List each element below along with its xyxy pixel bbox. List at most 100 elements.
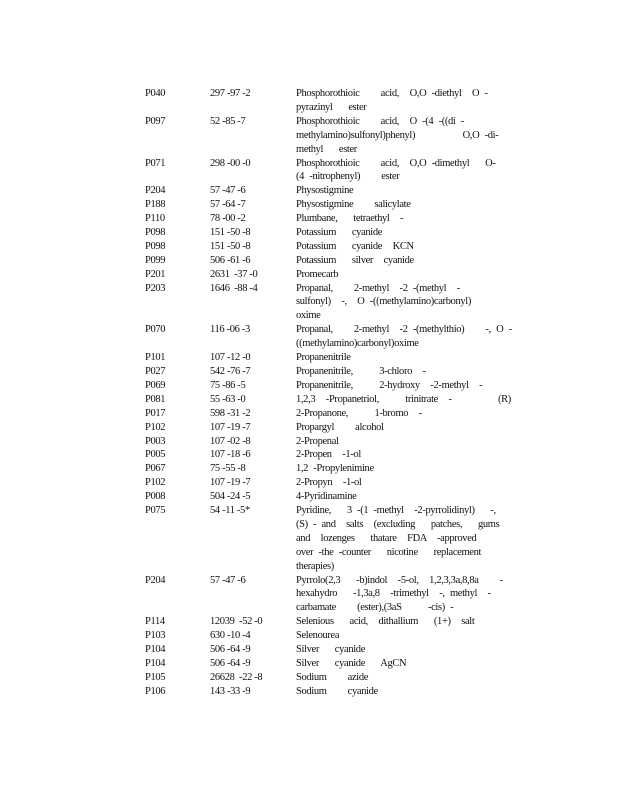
waste-code: P040: [145, 88, 166, 99]
substance-name-line: Propanenitrile, 2-hydroxy -2-methyl -: [296, 379, 483, 391]
waste-code: P069: [145, 379, 166, 391]
substance-name-line: Selenourea: [296, 630, 340, 642]
substance-name-line: 2-Propenal: [296, 435, 339, 447]
substance-name-line: Potassium silver cyanide: [296, 254, 414, 266]
substance-name: 2-Propen -1-ol: [296, 448, 496, 462]
substance-name-line: carbamate (ester),(3aS -cis) -: [296, 602, 454, 614]
waste-code: P099: [145, 254, 166, 266]
waste-code: P105: [145, 671, 166, 683]
cas-number: 506 -64 -9: [210, 644, 251, 655]
substance-name-line: Phosphorothioic acid, O -(4 -((di -: [296, 115, 464, 127]
waste-code: P102: [145, 477, 166, 489]
waste-code: P097: [145, 115, 166, 127]
cas-number: 12039 -52 -0: [210, 616, 263, 628]
substance-name-line: Physostigmine salicylate: [296, 199, 411, 211]
waste-code: P075: [145, 505, 166, 516]
waste-code: P106: [145, 685, 166, 697]
substance-name: Propanal, 2-methyl -2 -(methyl - sulfonyl…: [296, 282, 496, 324]
waste-code: P204: [145, 574, 166, 586]
substance-name-line: Potassium cyanide KCN: [296, 240, 414, 252]
substance-name: Propanal, 2-methyl -2 -(methylthio) -, O…: [296, 323, 512, 351]
substance-name-line: Propanal, 2-methyl -2 -(methyl -: [296, 282, 460, 294]
substance-name-line: Physostigmine: [296, 185, 354, 197]
substance-name-line: Sodium azide: [296, 671, 369, 683]
cas-number: 506 -61 -6: [210, 254, 251, 266]
waste-code: P081: [145, 393, 166, 405]
substance-name-line: Phosphorothioic acid, O,O -diethyl O -: [296, 88, 488, 99]
cas-number: 598 -31 -2: [210, 407, 251, 419]
cas-number: 2631 -37 -0: [210, 268, 258, 280]
substance-name-line: and lozenges thatare FDA -approved: [296, 532, 477, 544]
substance-name: Phosphorothioic acid, O,O -dimethyl O- (4…: [296, 157, 496, 185]
waste-code: P017: [145, 407, 166, 419]
substance-name: Sodium azide: [296, 671, 496, 685]
substance-name-line: 1,2 -Propylenimine: [296, 463, 374, 475]
waste-code: P003: [145, 435, 166, 447]
substance-name-line: Selenious acid, dithallium (1+) salt: [296, 616, 475, 628]
waste-code: P188: [145, 199, 166, 211]
cas-number: 297 -97 -2: [210, 88, 251, 99]
substance-name: Potassium cyanide KCN: [296, 240, 496, 254]
cas-number: 57 -64 -7: [210, 199, 246, 211]
substance-name: Plumbane, tetraethyl -: [296, 212, 496, 226]
waste-code: P204: [145, 185, 166, 197]
substance-name: Propargyl alcohol: [296, 421, 496, 435]
reactivity-note: (R): [498, 393, 511, 405]
cas-number: 542 -76 -7: [210, 366, 251, 377]
cas-number: 55 -63 -0: [210, 393, 246, 405]
cas-number: 107 -19 -7: [210, 477, 251, 489]
substance-name-line: methyl ester: [296, 143, 357, 155]
cas-number: 107 -18 -6: [210, 449, 251, 461]
substance-name: Selenious acid, dithallium (1+) salt: [296, 615, 496, 629]
substance-name: Phosphorothioic acid, O,O -diethyl O - py…: [296, 87, 496, 115]
cas-number: 107 -12 -0: [210, 352, 251, 364]
substance-name: Potassium cyanide: [296, 226, 496, 240]
waste-code: P027: [145, 366, 166, 377]
cas-number: 151 -50 -8: [210, 240, 251, 252]
substance-name: 1,2 -Propylenimine: [296, 462, 496, 476]
cas-number: 107 -02 -8: [210, 435, 251, 447]
substance-name-line: Silver cyanide AgCN: [296, 657, 407, 669]
substance-name-line: Propargyl alcohol: [296, 421, 384, 433]
cas-number: 78 -00 -2: [210, 213, 246, 225]
substance-name: Silver cyanide: [296, 643, 496, 657]
substance-name-line: pyrazinyl ester: [296, 101, 367, 113]
cas-number: 504 -24 -5: [210, 491, 251, 503]
substance-name-line: Silver cyanide: [296, 644, 366, 655]
cas-number: 52 -85 -7: [210, 115, 246, 127]
substance-name: Selenourea: [296, 629, 496, 643]
substance-name: Potassium silver cyanide: [296, 254, 496, 268]
substance-name-line: sulfonyl) -, O -((methylamino)carbonyl): [296, 296, 472, 308]
waste-code: P103: [145, 630, 166, 642]
waste-code: P104: [145, 644, 166, 655]
substance-name: Phosphorothioic acid, O -(4 -((di - methy…: [296, 115, 499, 157]
substance-name: Silver cyanide AgCN: [296, 657, 496, 671]
substance-name-line: Propanenitrile: [296, 352, 351, 364]
waste-code: P067: [145, 463, 166, 475]
substance-name: 4-Pyridinamine: [296, 490, 496, 504]
substance-name: 1,2,3 -Propanetriol, trinitrate -: [296, 393, 496, 407]
substance-name-line: Phosphorothioic acid, O,O -dimethyl O-: [296, 157, 496, 169]
substance-name: Sodium cyanide: [296, 685, 496, 699]
substance-name-line: Pyrrolo(2,3 -b)indol -5-ol, 1,2,3,3a,8,8…: [296, 574, 503, 586]
cas-number: 57 -47 -6: [210, 185, 246, 197]
waste-code: P110: [145, 213, 165, 225]
cas-number: 298 -00 -0: [210, 157, 251, 169]
waste-code: P201: [145, 268, 166, 280]
substance-name-line: 4-Pyridinamine: [296, 491, 357, 503]
cas-number: 54 -11 -5*: [210, 505, 250, 516]
substance-name-line: Pyridine, 3 -(1 -methyl -2-pyrrolidinyl)…: [296, 505, 496, 516]
substance-name: Propanenitrile, 3-chloro -: [296, 365, 496, 379]
substance-name-line: Sodium cyanide: [296, 685, 378, 697]
cas-number: 75 -86 -5: [210, 379, 246, 391]
cas-number: 506 -64 -9: [210, 657, 251, 669]
substance-name: 2-Propanone, 1-bromo -: [296, 407, 496, 421]
substance-name-line: oxime: [296, 310, 321, 322]
substance-name-line: hexahydro -1,3a,8 -trimethyl -, methyl -: [296, 588, 491, 600]
cas-number: 630 -10 -4: [210, 630, 251, 642]
waste-code: P104: [145, 657, 166, 669]
waste-code: P098: [145, 227, 166, 238]
waste-code: P101: [145, 352, 166, 364]
waste-code: P005: [145, 449, 166, 461]
cas-number: 116 -06 -3: [210, 324, 250, 336]
